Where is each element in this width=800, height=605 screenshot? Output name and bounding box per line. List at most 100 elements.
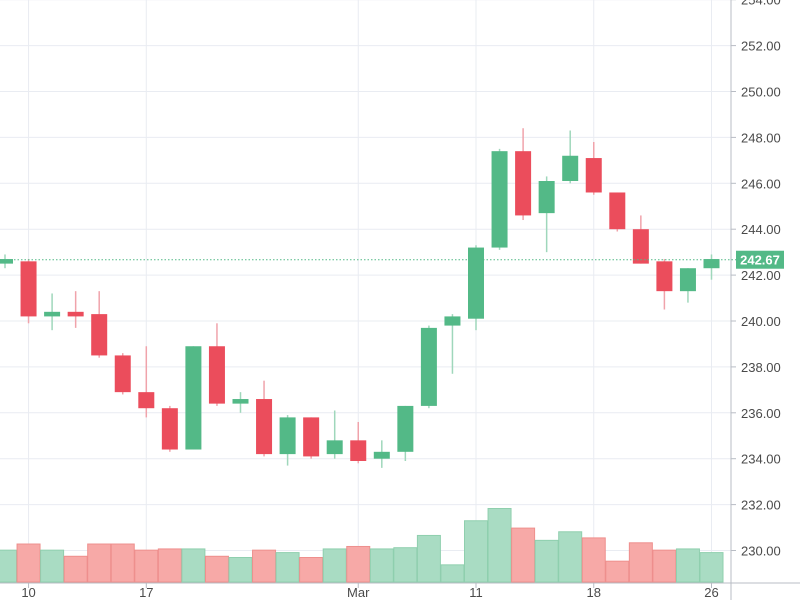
candle[interactable] bbox=[491, 148, 508, 250]
volume-bar[interactable] bbox=[252, 549, 277, 583]
price-tick-label: 248.00 bbox=[741, 130, 781, 145]
price-tick-label: 238.00 bbox=[741, 360, 781, 375]
volume-bar[interactable] bbox=[346, 545, 371, 583]
volume-bar[interactable] bbox=[581, 537, 606, 583]
volume-bar[interactable] bbox=[63, 555, 88, 583]
candle-body bbox=[468, 247, 484, 319]
volume-bar[interactable] bbox=[440, 564, 465, 583]
candle[interactable] bbox=[91, 291, 108, 358]
volume-bar[interactable] bbox=[628, 542, 653, 583]
volume-bar[interactable] bbox=[204, 555, 229, 583]
candle[interactable] bbox=[44, 293, 61, 331]
candle-body bbox=[67, 311, 84, 317]
candle[interactable] bbox=[326, 410, 343, 459]
volume-bar[interactable] bbox=[40, 549, 65, 583]
candle-body bbox=[326, 440, 343, 455]
candle[interactable] bbox=[256, 380, 273, 457]
candle[interactable] bbox=[444, 314, 461, 374]
candle[interactable] bbox=[279, 415, 296, 466]
candle-body bbox=[703, 259, 720, 269]
volume-bar[interactable] bbox=[228, 557, 253, 583]
candle[interactable] bbox=[185, 346, 202, 450]
volume-bar[interactable] bbox=[181, 548, 206, 583]
volume-bar[interactable] bbox=[110, 543, 135, 583]
volume-bar[interactable] bbox=[299, 557, 324, 583]
volume-bar[interactable] bbox=[275, 552, 300, 583]
time-tick-label: 17 bbox=[139, 585, 153, 600]
price-tick-label: 234.00 bbox=[741, 452, 781, 467]
candle-body bbox=[208, 346, 225, 404]
candle-body bbox=[420, 327, 437, 406]
volume-bar[interactable] bbox=[699, 552, 724, 583]
candle-body bbox=[256, 399, 273, 455]
volume-bar[interactable] bbox=[558, 531, 583, 583]
candle-body bbox=[538, 181, 555, 214]
last-price-marker: 242.67 bbox=[0, 250, 784, 269]
candle-body bbox=[44, 311, 61, 317]
volume-bar[interactable] bbox=[534, 539, 559, 583]
candle-body bbox=[161, 408, 178, 450]
volume-bar[interactable] bbox=[464, 520, 488, 583]
candle[interactable] bbox=[0, 254, 13, 269]
volume-bar[interactable] bbox=[157, 548, 182, 583]
candle-body bbox=[279, 417, 296, 455]
candle[interactable] bbox=[161, 405, 178, 452]
candle[interactable] bbox=[20, 259, 37, 324]
candle[interactable] bbox=[420, 325, 437, 409]
candle[interactable] bbox=[138, 346, 155, 418]
volume-bar[interactable] bbox=[322, 548, 347, 583]
candle-body bbox=[444, 316, 461, 326]
candle-body bbox=[185, 346, 202, 450]
volume-bar[interactable] bbox=[605, 560, 630, 583]
volume-bar[interactable] bbox=[369, 548, 394, 583]
candle-body bbox=[138, 392, 155, 409]
candle-body bbox=[656, 261, 673, 292]
price-axis[interactable]: 230.00 232.00 234.00 236.00 238.00 240.00 242.… bbox=[730, 0, 781, 600]
price-tick-label: 250.00 bbox=[741, 85, 781, 100]
candle-body bbox=[632, 229, 649, 264]
candle[interactable] bbox=[679, 268, 696, 303]
candle[interactable] bbox=[562, 130, 579, 184]
price-series bbox=[0, 128, 720, 468]
candle[interactable] bbox=[538, 176, 555, 253]
volume-bar[interactable] bbox=[0, 549, 17, 583]
candle[interactable] bbox=[208, 323, 225, 406]
volume-bar[interactable] bbox=[487, 508, 512, 583]
time-axis[interactable]: 10 17 Mar 11 18 26 bbox=[0, 582, 800, 600]
volume-bar[interactable] bbox=[511, 527, 536, 583]
candle[interactable] bbox=[303, 417, 320, 459]
volume-bar[interactable] bbox=[134, 549, 159, 583]
candle[interactable] bbox=[632, 215, 649, 264]
volume-bar[interactable] bbox=[652, 549, 677, 583]
candle-body bbox=[609, 192, 626, 230]
price-tick-label: 252.00 bbox=[741, 39, 781, 54]
candle[interactable] bbox=[468, 245, 484, 331]
candle[interactable] bbox=[397, 405, 414, 461]
price-tick-label: 244.00 bbox=[741, 222, 781, 237]
candle-body bbox=[303, 417, 320, 457]
candle[interactable] bbox=[585, 141, 602, 195]
price-tick-label: 242.00 bbox=[741, 268, 781, 283]
candle[interactable] bbox=[656, 259, 673, 310]
candle-body bbox=[91, 314, 108, 356]
candle[interactable] bbox=[350, 421, 367, 464]
volume-bar[interactable] bbox=[87, 543, 112, 583]
candle[interactable] bbox=[703, 254, 720, 280]
candle-body bbox=[350, 440, 367, 461]
candle[interactable] bbox=[515, 128, 532, 221]
volume-bar[interactable] bbox=[16, 543, 41, 583]
volume-bar[interactable] bbox=[393, 547, 418, 583]
candle[interactable] bbox=[373, 440, 390, 468]
volume-bar[interactable] bbox=[675, 548, 700, 583]
candle[interactable] bbox=[114, 353, 131, 395]
price-tick-label: 236.00 bbox=[741, 406, 781, 421]
candle[interactable] bbox=[67, 291, 84, 328]
volume-bar[interactable] bbox=[416, 534, 441, 583]
candle[interactable] bbox=[232, 392, 249, 413]
price-tick-label: 232.00 bbox=[741, 498, 781, 513]
candle-body bbox=[0, 259, 13, 264]
candle[interactable] bbox=[609, 192, 626, 232]
